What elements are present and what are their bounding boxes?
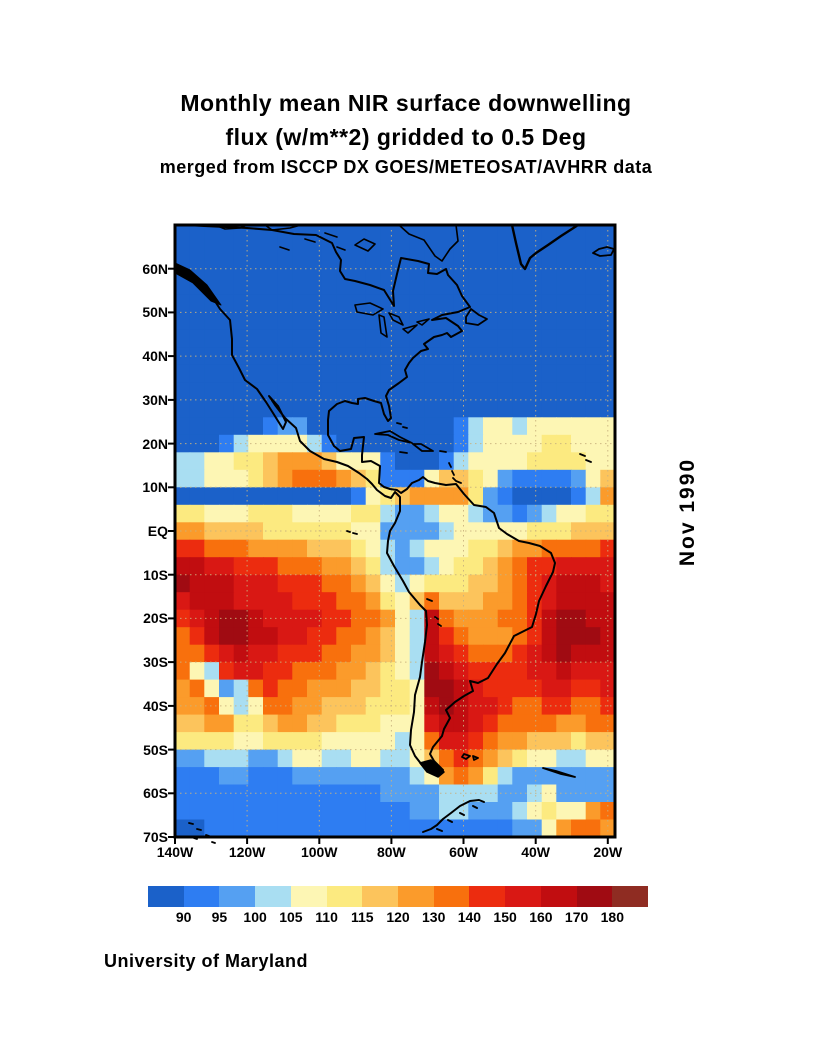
colorbar-segment — [398, 886, 434, 907]
colorbar-tick-label: 110 — [315, 909, 338, 925]
credit-label: University of Maryland — [104, 951, 309, 971]
colorbar-labels: 90 95 100 105 110 115 120 130 140 150 160 170 180 — [148, 907, 648, 925]
lat-tick-label: 70S — [143, 829, 168, 845]
colorbar-segment — [148, 886, 184, 907]
lat-tick-label: 60N — [142, 260, 168, 277]
lat-tick-label: 20S — [143, 610, 168, 627]
lon-tick-label: 140W — [156, 844, 194, 860]
colorbar-tick-label: 100 — [243, 909, 267, 925]
lon-tick-label: 60W — [449, 844, 478, 860]
tierra-del-fuego — [419, 759, 445, 778]
lat-tick-label: 20N — [142, 435, 168, 452]
colorbar-segment — [290, 886, 327, 907]
colorbar: 90 95 100 105 110 115 120 130 140 150 160 170 180 — [148, 886, 649, 925]
colorbar-segment — [219, 886, 256, 907]
colorbar-segment — [183, 886, 220, 907]
colorbar-segment — [469, 886, 506, 907]
alaska-coast-range — [174, 262, 222, 306]
map-svg — [168, 223, 617, 844]
colorbar-segment — [362, 886, 399, 907]
colorbar-tick-label: 170 — [564, 909, 589, 925]
title-line-3: merged from ISCCP DX GOES/METEOSAT/AVHRR… — [159, 157, 653, 177]
lat-tick-label: 10N — [142, 479, 168, 496]
colorbar-tick-label: 95 — [211, 909, 228, 925]
colorbar-tick-label: 180 — [600, 909, 624, 925]
lat-tick-label: 50S — [143, 741, 168, 758]
colorbar-segment — [576, 886, 613, 907]
lat-tick-label: 10S — [143, 566, 168, 583]
title-line-2: flux (w/m**2) gridded to 0.5 Deg — [225, 124, 587, 150]
great-lakes — [354, 302, 430, 338]
colorbar-tick-label: 120 — [386, 909, 410, 925]
greenland-coast — [510, 223, 580, 271]
lat-tick-label: 50N — [142, 304, 168, 321]
map-frame — [173, 223, 617, 839]
lat-tick-label: 30N — [142, 391, 168, 408]
lat-tick-label: EQ — [147, 523, 168, 539]
title-line-1: Monthly mean NIR surface downwelling — [180, 90, 632, 116]
colorbar-segment — [255, 886, 291, 907]
coastlines — [174, 223, 615, 844]
colorbar-tick-label: 140 — [457, 909, 482, 925]
colorbar-tick-label: 115 — [351, 909, 374, 925]
colorbar-tick-label: 150 — [493, 909, 517, 925]
arctic-islands — [214, 224, 459, 262]
colorbar-tick-label: 160 — [529, 909, 553, 925]
lat-tick-label: 40N — [142, 348, 168, 365]
lat-tick-label: 40S — [143, 697, 168, 714]
flux-map — [168, 223, 617, 844]
colorbar-tick-label: 90 — [175, 909, 192, 925]
antarctic-peninsula — [422, 799, 485, 833]
colorbar-segment — [612, 886, 649, 907]
colorbar-segment — [326, 886, 363, 907]
colorbar-tick-label: 105 — [279, 909, 303, 925]
lon-tick-label: 100W — [300, 844, 338, 860]
colorbar-tick-label: 130 — [422, 909, 446, 925]
colorbar-segment — [433, 886, 470, 907]
graticule — [175, 225, 615, 837]
colorbar-segment — [540, 886, 577, 907]
lat-tick-label: 60S — [143, 785, 168, 802]
lon-tick-label: 40W — [521, 844, 551, 860]
lon-tick-label: 80W — [376, 844, 406, 860]
date-label: Nov 1990 — [676, 457, 699, 567]
lat-tick-label: 30S — [143, 654, 168, 671]
colorbar-segment — [505, 886, 541, 907]
coastline-americas — [174, 224, 556, 776]
lon-tick-label: 120W — [228, 844, 266, 860]
chart-title: Monthly mean NIR surface downwelling flu… — [0, 86, 812, 178]
colorbar-gradient — [148, 886, 649, 907]
lon-tick-label: 20W — [593, 844, 623, 860]
